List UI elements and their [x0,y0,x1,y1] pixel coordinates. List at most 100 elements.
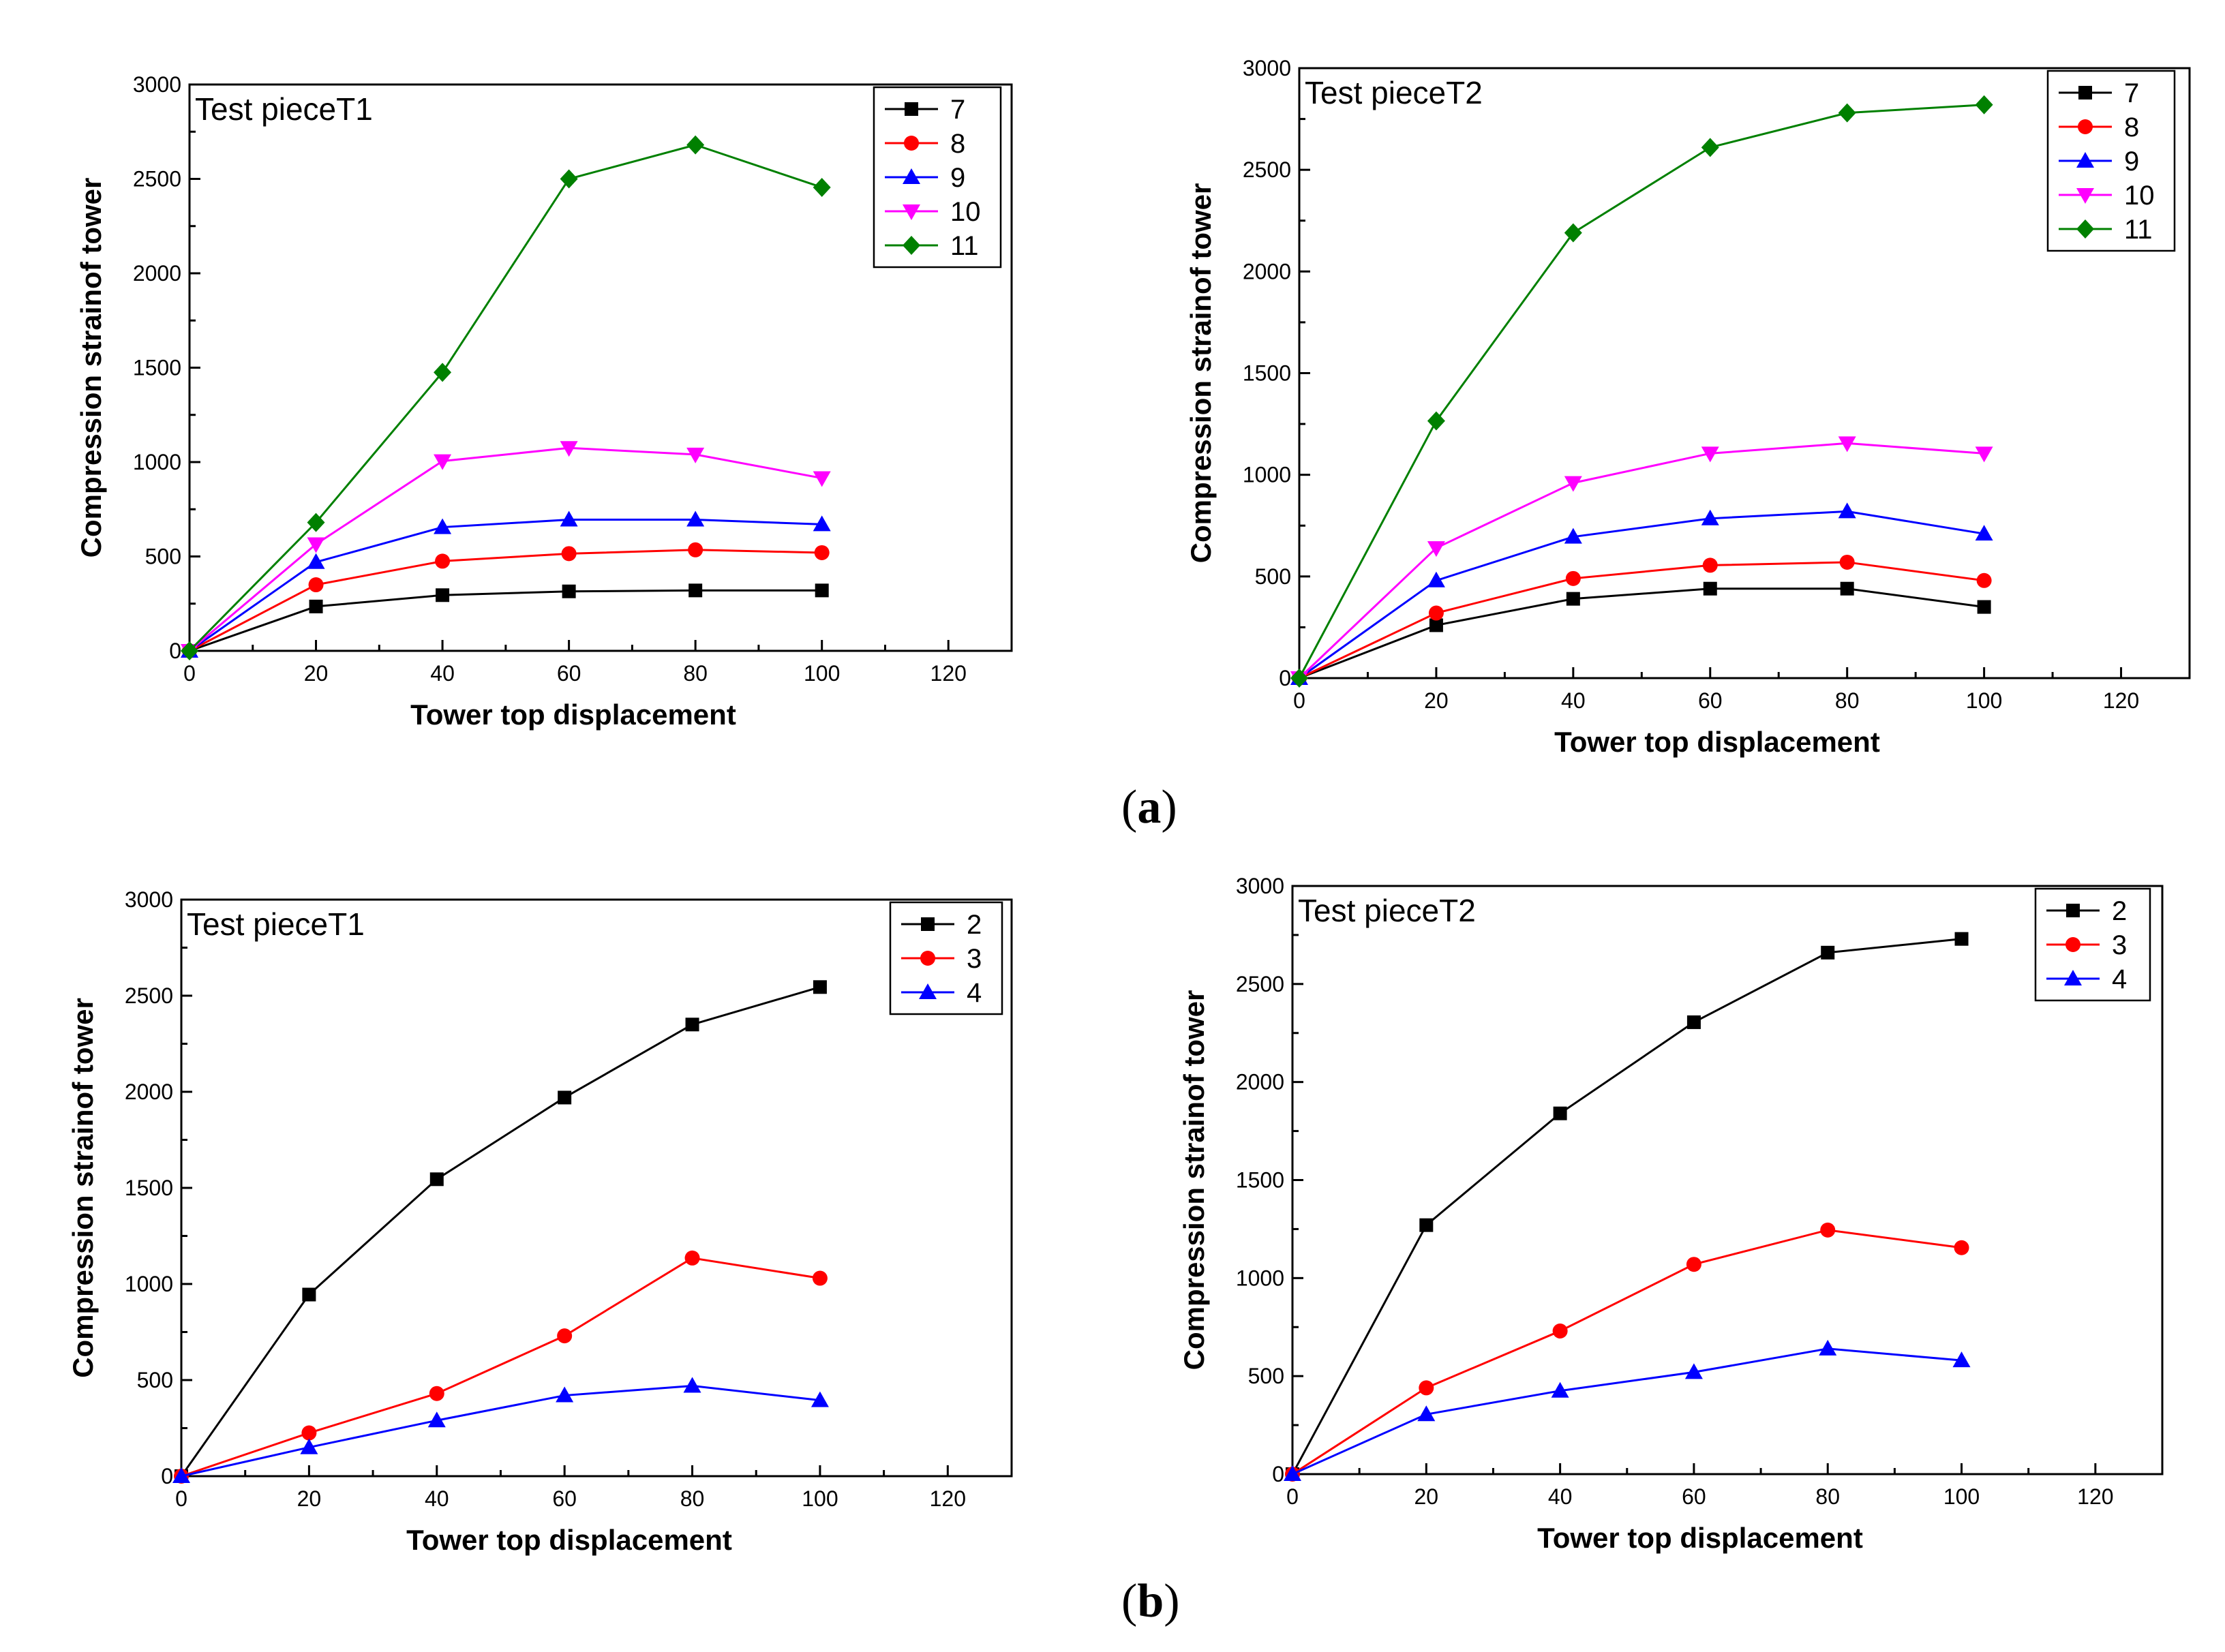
data-point-series-4 [1551,1381,1569,1398]
legend-marker-7 [905,102,918,116]
plot-title: Test pieceT1 [195,91,373,127]
legend-marker-10 [903,204,920,220]
data-point-series-8 [1565,570,1581,586]
data-point-series-2 [302,1287,316,1302]
data-point-series-11 [1290,669,1308,688]
data-point-series-9 [307,553,325,569]
x-tick-label: 40 [1548,1484,1573,1509]
y-tick-label: 0 [1279,666,1291,690]
data-point-series-2 [685,1018,699,1032]
data-point-series-4 [1684,1363,1703,1379]
data-point-series-3 [557,1328,573,1344]
x-tick-label: 100 [1966,688,2002,713]
x-tick-label: 60 [1682,1484,1706,1509]
legend-label-2: 2 [2112,896,2127,926]
legend-marker-10 [2076,188,2094,204]
chart-b-left: 0 20 40 60 80 100 120 0 500 1000 1500 2000 2500 3000 T… [67,887,1013,1556]
data-point-series-7 [436,588,450,602]
data-point-series-7 [1429,618,1443,632]
data-point-series-10 [686,447,705,463]
y-tick-label: 0 [1272,1462,1284,1486]
legend-marker-8 [904,136,919,151]
data-point-series-11 [1838,103,1856,123]
x-tick-label: 100 [1943,1484,1980,1509]
data-point-series-7 [1840,581,1854,596]
x-tick-label: 80 [680,1486,705,1511]
y-tick-label: 500 [1255,564,1291,589]
data-point-series-2 [558,1090,572,1105]
series-line-10 [189,446,822,652]
data-point-series-8 [308,577,324,593]
data-point-series-9 [1564,527,1582,544]
x-tick-label: 120 [2103,688,2139,713]
data-point-series-11 [181,641,198,660]
x-tick-label: 0 [175,1486,187,1511]
x-tick-label: 20 [304,661,329,686]
data-point-series-2 [1419,1218,1434,1232]
data-point-series-4 [811,1391,829,1407]
legend-label-10: 10 [2124,181,2155,211]
data-point-series-4 [172,1467,190,1483]
series-line-7 [189,589,822,652]
x-tick-label: 60 [552,1486,577,1511]
x-axis-label: Tower top displacement [1554,726,1880,758]
y-tick-label: 2500 [1236,972,1284,996]
data-point-series-4 [427,1411,446,1428]
data-point-series-8 [1428,605,1444,621]
data-point-series-3 [1954,1240,1969,1255]
y-tick-label: 1000 [133,450,181,474]
data-point-series-4 [300,1438,318,1454]
data-point-series-3 [429,1386,444,1401]
legend-label-11: 11 [950,231,979,261]
y-tick-label: 500 [137,1368,173,1392]
data-point-series-2 [1686,1015,1701,1029]
data-point-series-8 [1702,557,1718,573]
data-point-series-11 [307,513,325,532]
y-axis-label: Compression strainof tower [1178,990,1210,1371]
data-point-series-2 [1954,932,1969,946]
y-tick-label: 1500 [133,356,181,380]
y-tick-label: 1000 [125,1272,173,1296]
plot-frame [180,898,1013,1478]
x-axis-label: Tower top displacement [410,699,736,731]
series-line-8 [189,549,822,652]
x-tick-label: 100 [804,661,840,686]
legend-label-3: 3 [967,944,982,974]
y-tick-label: 1500 [125,1176,173,1200]
data-point-series-3 [1820,1222,1836,1238]
y-tick-label: 500 [1248,1364,1284,1388]
data-point-series-11 [1427,411,1445,431]
series-line-3 [181,1257,821,1478]
data-point-series-7 [688,583,703,598]
legend-marker-4 [919,983,937,999]
x-tick-label: 20 [1414,1484,1439,1509]
data-point-series-11 [1975,95,1993,114]
legend-marker-8 [2078,119,2093,134]
legend-marker-3 [2065,937,2080,952]
data-point-series-2 [429,1172,444,1187]
data-point-series-9 [434,518,452,534]
data-point-series-11 [686,135,705,155]
y-tick-label: 500 [145,545,181,569]
y-tick-label: 2500 [125,983,173,1008]
data-point-series-4 [556,1386,574,1403]
data-point-series-11 [1701,138,1719,157]
y-tick-label: 1000 [1243,463,1291,487]
data-point-series-9 [1701,509,1719,525]
data-point-series-7 [562,584,576,598]
legend-label-10: 10 [950,197,981,227]
series-line-3 [1292,1229,1962,1475]
data-point-series-8 [1976,572,1992,588]
legend-label-9: 9 [2124,147,2139,177]
x-tick-label: 100 [802,1486,838,1511]
data-point-series-8 [688,542,703,557]
y-axis-label: Compression strainof tower [75,178,107,558]
data-point-series-9 [1838,502,1856,519]
series-line-9 [189,518,822,652]
legend-marker-4 [2064,970,2082,985]
legend-marker-11 [903,236,920,255]
data-point-series-8 [1839,554,1855,570]
legend-marker-7 [2078,86,2092,100]
x-tick-label: 40 [1561,688,1586,713]
data-point-series-10 [1975,446,1993,463]
